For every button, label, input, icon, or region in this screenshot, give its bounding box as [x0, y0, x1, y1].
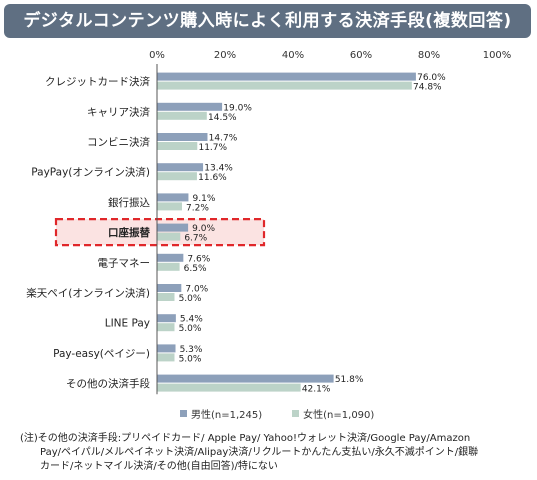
data-label-male: 5.4%: [180, 315, 203, 325]
category-label: Pay-easy(ペイジー): [53, 348, 150, 360]
data-label-male: 5.3%: [180, 345, 203, 355]
bar-male: [157, 163, 204, 172]
bar-female: [157, 142, 198, 150]
x-tick-label: 60%: [350, 50, 372, 61]
category-label: コンビニ決済: [87, 136, 150, 149]
footnote: (注)その他の決済手段:プリペイドカード/ Apple Pay/ Yahoo!ウ…: [20, 432, 525, 474]
data-label-male: 13.4%: [204, 164, 233, 174]
bar-male: [157, 344, 176, 353]
bar-male: [157, 193, 189, 202]
legend-entry-female: 女性(n=1,090): [292, 406, 374, 421]
category-label: 口座振替: [108, 226, 150, 239]
footnote-line-1: (注)その他の決済手段:プリペイドカード/ Apple Pay/ Yahoo!ウ…: [20, 433, 471, 444]
bar-female: [157, 202, 182, 211]
category-label: 楽天ペイ(オンライン決済): [26, 287, 150, 300]
data-label-male: 51.8%: [335, 375, 364, 385]
data-label-male: 19.0%: [223, 103, 252, 113]
bar-male: [157, 374, 334, 383]
data-label-female: 74.8%: [413, 83, 442, 93]
data-label-female: 5.0%: [179, 324, 202, 334]
data-label-male: 7.0%: [185, 285, 208, 295]
category-label: その他の決済手段: [66, 377, 150, 390]
category-label: キャリア決済: [87, 105, 150, 118]
data-label-male: 7.6%: [187, 254, 210, 264]
data-label-female: 5.0%: [179, 294, 202, 304]
x-tick-label: 0%: [149, 50, 165, 61]
chart-title: デジタルコンテンツ購入時によく利用する決済手段(複数回答): [4, 4, 531, 38]
legend: 男性(n=1,245) 女性(n=1,090): [180, 406, 374, 421]
footnote-line-3: カード/ネットマイル決済/その他(自由回答)/特にない: [40, 461, 278, 472]
bar-female: [157, 383, 301, 392]
legend-label-male: 男性(n=1,245): [191, 410, 263, 421]
bar-male: [157, 102, 223, 111]
x-tick-label: 100%: [483, 50, 512, 61]
data-label-male: 9.0%: [192, 224, 215, 234]
category-label: 電子マネー: [98, 257, 151, 269]
bar-male: [157, 314, 176, 323]
footnote-line-2: Pay/ペイパル/メルペイネット決済/Alipay決済/リクルートかんたん支払い…: [40, 447, 479, 458]
data-label-female: 14.5%: [208, 113, 237, 123]
bar-male: [157, 284, 182, 292]
data-label-female: 6.7%: [184, 234, 207, 244]
category-label: PayPay(オンライン決済): [31, 166, 150, 179]
bar-female: [157, 262, 180, 271]
highlight-box: [54, 218, 266, 247]
data-label-female: 5.0%: [179, 354, 202, 364]
data-label-male: 76.0%: [417, 73, 446, 83]
bar-male: [157, 72, 416, 81]
bar-female: [157, 293, 175, 301]
x-tick-label: 40%: [282, 50, 304, 61]
data-label-male: 9.1%: [193, 194, 216, 204]
data-label-female: 42.1%: [302, 385, 331, 395]
category-label: 銀行振込: [108, 196, 150, 209]
category-label: クレジットカード決済: [45, 75, 150, 88]
data-label-female: 7.2%: [186, 203, 209, 213]
bar-male: [157, 133, 208, 141]
bar-female: [157, 81, 412, 90]
x-tick-label: 80%: [418, 50, 440, 61]
legend-label-female: 女性(n=1,090): [303, 410, 375, 421]
legend-entry-male: 男性(n=1,245): [180, 406, 262, 421]
data-label-female: 11.7%: [198, 143, 227, 153]
bar-female: [157, 353, 175, 362]
bar-female: [157, 323, 175, 332]
x-tick-label: 20%: [214, 50, 236, 61]
bar-female: [157, 172, 197, 181]
legend-swatch-male: [180, 410, 187, 417]
data-label-male: 14.7%: [209, 134, 238, 144]
data-label-female: 6.5%: [184, 264, 207, 274]
category-label: LINE Pay: [105, 318, 150, 330]
legend-swatch-female: [292, 410, 300, 417]
bar-male: [157, 223, 189, 232]
data-label-female: 11.6%: [198, 173, 227, 183]
bar-female: [157, 232, 181, 241]
bar-female: [157, 111, 207, 120]
bar-male: [157, 253, 184, 262]
